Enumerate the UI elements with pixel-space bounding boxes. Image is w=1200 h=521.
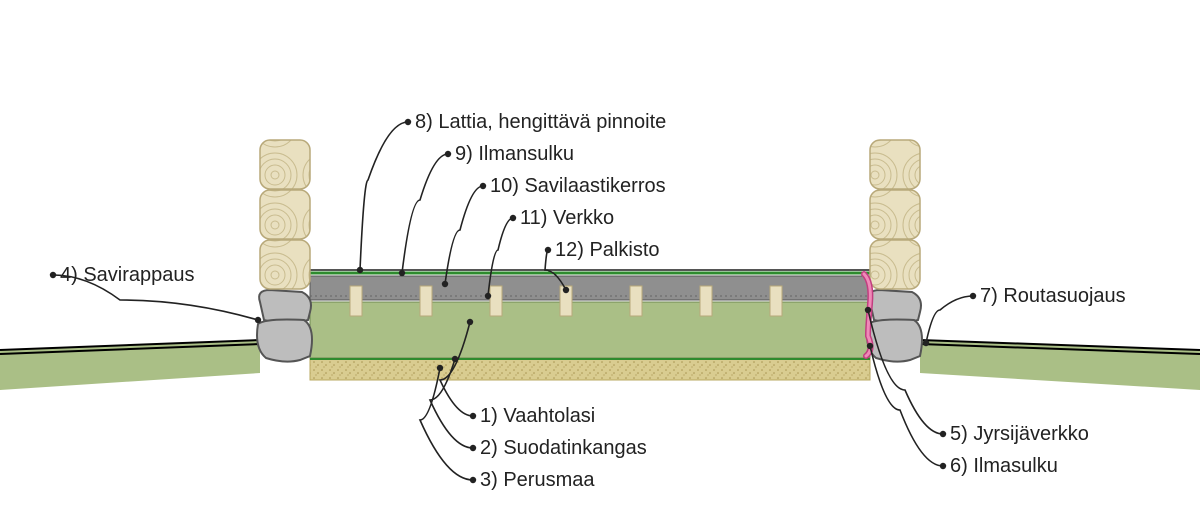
label-5: 5) Jyrsijäverkko <box>950 423 1089 445</box>
label-1: 1) Vaahtolasi <box>480 405 595 427</box>
label-12: 12) Palkisto <box>555 239 660 261</box>
floor-layer <box>310 270 870 300</box>
diagram-canvas: 8) Lattia, hengittävä pinnoite 9) Ilmans… <box>0 0 1200 521</box>
label-4: 4) Savirappaus <box>60 264 195 286</box>
sand-layer <box>310 358 870 380</box>
leader-lines <box>50 119 976 483</box>
label-6: 6) Ilmasulku <box>950 455 1058 477</box>
label-7: 7) Routasuojaus <box>980 285 1126 307</box>
label-2: 2) Suodatinkangas <box>480 437 647 459</box>
label-10: 10) Savilaastikerros <box>490 175 666 197</box>
labels: 8) Lattia, hengittävä pinnoite 9) Ilmans… <box>60 111 1126 491</box>
label-8: 8) Lattia, hengittävä pinnoite <box>415 111 666 133</box>
label-11: 11) Verkko <box>520 207 614 229</box>
label-3: 3) Perusmaa <box>480 469 595 491</box>
foam-layer <box>310 302 870 359</box>
label-9: 9) Ilmansulku <box>455 143 574 165</box>
